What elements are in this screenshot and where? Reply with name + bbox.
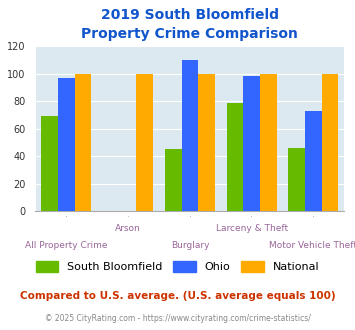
Bar [58, 78, 75, 211]
Text: Motor Vehicle Theft: Motor Vehicle Theft [269, 241, 355, 250]
Bar [244, 77, 260, 211]
Bar [260, 74, 277, 211]
Bar [42, 116, 58, 211]
Text: Burglary: Burglary [171, 241, 209, 250]
Bar [289, 148, 305, 211]
Text: © 2025 CityRating.com - https://www.cityrating.com/crime-statistics/: © 2025 CityRating.com - https://www.city… [45, 314, 310, 323]
Text: Compared to U.S. average. (U.S. average equals 100): Compared to U.S. average. (U.S. average … [20, 291, 335, 301]
Text: Arson: Arson [115, 224, 141, 233]
Title: 2019 South Bloomfield
Property Crime Comparison: 2019 South Bloomfield Property Crime Com… [82, 9, 298, 41]
Bar [136, 74, 153, 211]
Bar [75, 74, 91, 211]
Bar [198, 74, 215, 211]
Bar [322, 74, 338, 211]
Bar [165, 149, 182, 211]
Text: Larceny & Theft: Larceny & Theft [215, 224, 288, 233]
Text: All Property Crime: All Property Crime [25, 241, 108, 250]
Legend: South Bloomfield, Ohio, National: South Bloomfield, Ohio, National [31, 256, 324, 277]
Bar [305, 111, 322, 211]
Bar [227, 103, 244, 211]
Bar [182, 60, 198, 211]
